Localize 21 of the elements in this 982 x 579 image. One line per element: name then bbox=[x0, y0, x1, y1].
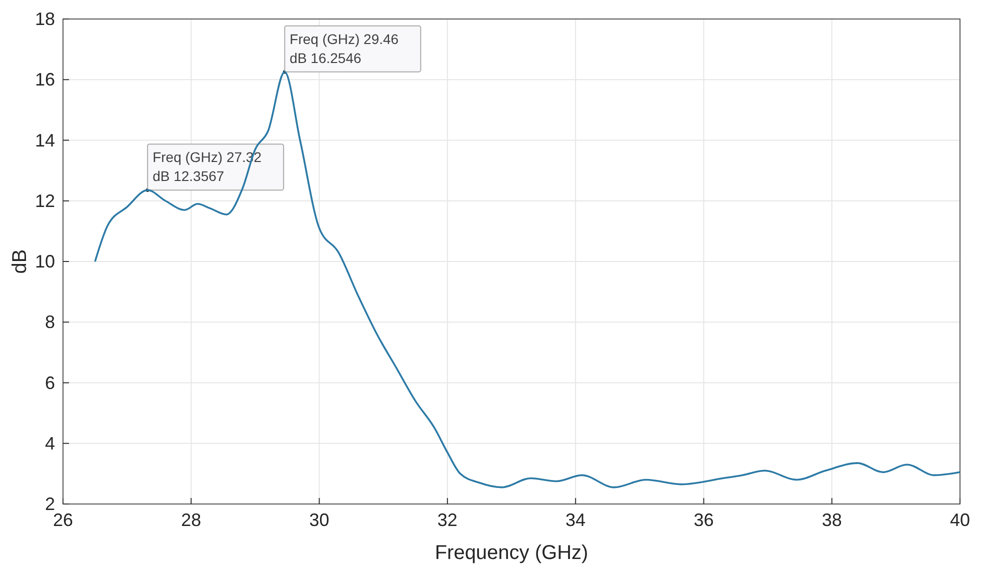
x-tick-label: 30 bbox=[309, 510, 330, 530]
x-tick-label: 32 bbox=[437, 510, 458, 530]
x-axis-title: Frequency (GHz) bbox=[434, 542, 588, 564]
y-tick-label: 14 bbox=[34, 130, 55, 150]
x-tick-label: 38 bbox=[822, 510, 842, 530]
line-series bbox=[94, 70, 961, 488]
y-tick-label: 16 bbox=[34, 70, 55, 90]
y-tick-label: 4 bbox=[44, 433, 55, 454]
x-tick-label: 28 bbox=[181, 510, 202, 530]
y-tick-label: 8 bbox=[44, 312, 55, 332]
y-tick-label: 12 bbox=[34, 190, 55, 211]
y-tick-label: 10 bbox=[34, 252, 55, 272]
y-tick-label: 6 bbox=[44, 372, 55, 393]
x-tick-label: 36 bbox=[694, 510, 714, 530]
y-tick-label: 18 bbox=[34, 9, 55, 29]
x-tick-label: 40 bbox=[950, 510, 970, 530]
x-tick-label: 34 bbox=[566, 510, 586, 530]
y-axis-title: dB bbox=[9, 249, 31, 274]
y-tick-label: 2 bbox=[44, 494, 55, 514]
x-tick-label: 26 bbox=[52, 510, 74, 530]
annotation: Freq (GHz) 29.46 dB 16.2546 bbox=[290, 30, 399, 66]
